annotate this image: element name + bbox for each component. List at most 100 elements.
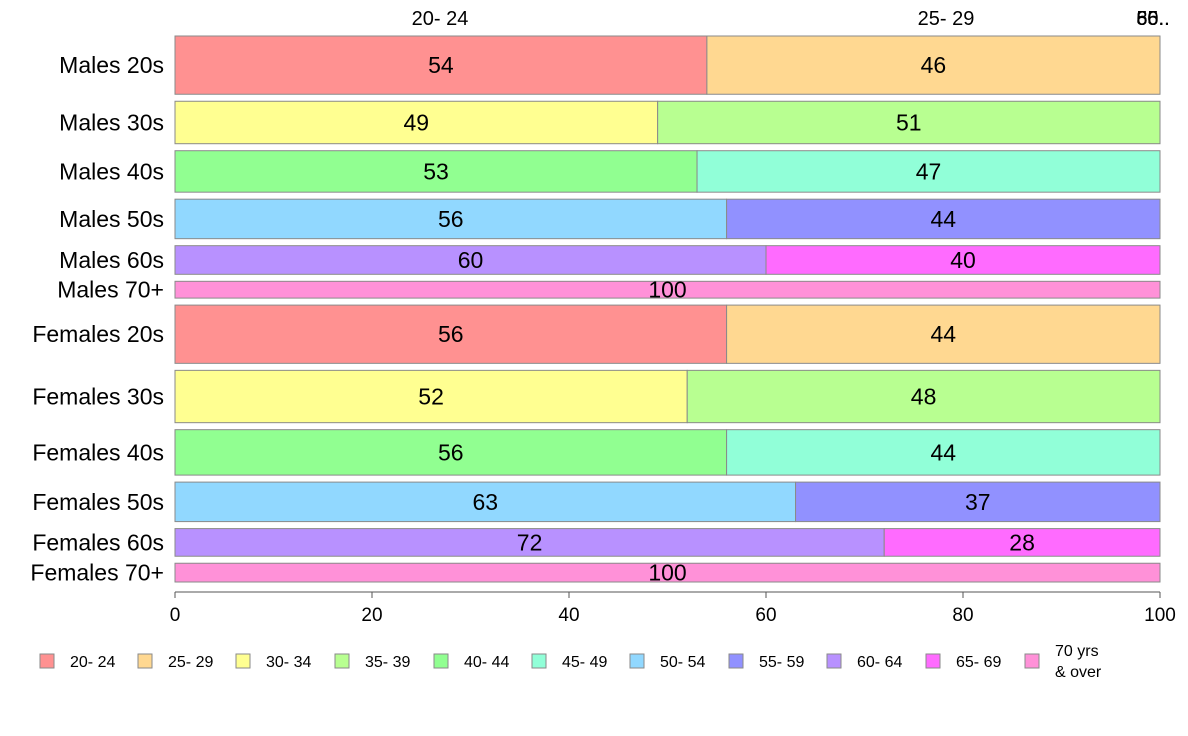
legend-swatch: [531, 653, 547, 669]
legend-item: 50- 54: [629, 653, 705, 671]
legend-label: 65- 69: [956, 654, 1001, 671]
bar-segment: [174, 481, 797, 523]
data-label: 47: [916, 158, 942, 184]
data-label: 46: [921, 52, 947, 78]
row-label: Females 60s: [32, 529, 164, 555]
data-label: 40: [950, 247, 976, 273]
bar-row: Females 40s 56 44: [32, 429, 1161, 476]
data-label: 28: [1009, 529, 1035, 555]
legend-label: 60- 64: [857, 654, 902, 671]
bar-segment: [706, 35, 1161, 95]
bar-row: Males 30s 49 51: [59, 100, 1161, 145]
bar-segment: [174, 528, 885, 557]
legend-item: 20- 24: [39, 653, 115, 671]
legend-label: 70 yrs: [1055, 643, 1099, 660]
legend-item: 45- 49: [531, 653, 607, 671]
legend-swatch: [728, 653, 744, 669]
x-tick-label: 100: [1144, 605, 1176, 626]
bar-segment: [726, 198, 1161, 240]
x-tick-label: 80: [952, 605, 973, 626]
row-label: Females 30s: [32, 384, 164, 410]
data-label: 100: [648, 560, 686, 586]
legend-swatch: [334, 653, 350, 669]
data-label: 37: [965, 489, 991, 515]
data-label: 60: [458, 247, 484, 273]
legend-item: 55- 59: [728, 653, 804, 671]
bar-segment: [726, 429, 1161, 476]
top-category-label: 20- 24: [412, 8, 469, 30]
data-label: 49: [404, 109, 430, 135]
bar-segment: [726, 304, 1161, 364]
data-label: 100: [648, 277, 686, 303]
legend-swatch: [1024, 653, 1040, 669]
data-label: 72: [517, 529, 543, 555]
bar-segment: [765, 245, 1161, 275]
legend-label: 25- 29: [168, 654, 213, 671]
legend-label: 30- 34: [266, 654, 311, 671]
bar-row: Males 20s 54 46: [59, 35, 1161, 95]
bar-row: Males 60s 60 40: [59, 245, 1161, 275]
legend-label: 55- 59: [759, 654, 804, 671]
top-category-label: 25- 29: [918, 8, 975, 30]
data-label: 56: [438, 439, 464, 465]
bar-row: Females 30s 52 48: [32, 369, 1161, 424]
data-label: 63: [472, 489, 498, 515]
legend-label: 20- 24: [70, 654, 115, 671]
legend-item: 35- 39: [334, 653, 410, 671]
row-label: Females 40s: [32, 439, 164, 465]
bar-segment: [174, 35, 708, 95]
data-label: 56: [438, 206, 464, 232]
row-label: Females 50s: [32, 489, 164, 515]
legend-item: 40- 44: [433, 653, 509, 671]
bar-segment: [174, 562, 1161, 583]
data-label: 44: [931, 439, 957, 465]
row-label: Males 50s: [59, 206, 164, 232]
data-label: 54: [428, 52, 454, 78]
bar-row: Females 70+ 100: [30, 560, 1161, 586]
top-category-label: 80..: [1136, 8, 1169, 30]
top-category-label: 66..: [1136, 8, 1169, 30]
legend-swatch: [235, 653, 251, 669]
legend-item: 60- 64: [826, 653, 902, 671]
data-label: 56: [438, 321, 464, 347]
bar-segment: [174, 369, 688, 424]
legend-swatch: [629, 653, 645, 669]
bar-segment: [696, 150, 1161, 193]
x-tick-label: 40: [558, 605, 579, 626]
legend-label: 45- 49: [562, 654, 607, 671]
bar-segment: [174, 245, 767, 275]
bar-segment: [883, 528, 1161, 557]
x-tick-label: 60: [755, 605, 776, 626]
row-label: Males 40s: [59, 158, 164, 184]
bar-row: Females 60s 72 28: [32, 528, 1161, 557]
bar-segment: [174, 150, 698, 193]
row-label: Males 60s: [59, 247, 164, 273]
bar-segment: [174, 429, 728, 476]
bar-row: Females 20s 56 44: [32, 304, 1161, 364]
bar-segment: [686, 369, 1161, 424]
data-label: 44: [931, 321, 957, 347]
data-label: 44: [931, 206, 957, 232]
x-tick-label: 20: [361, 605, 382, 626]
bar-row: Males 70+ 100: [57, 277, 1161, 303]
data-label: 53: [423, 158, 449, 184]
legend-label: 35- 39: [365, 654, 410, 671]
row-label: Females 70+: [30, 560, 164, 586]
legend-label: 40- 44: [464, 654, 509, 671]
row-label: Females 20s: [32, 321, 164, 347]
legend-item: 65- 69: [925, 653, 1001, 671]
row-label: Males 70+: [57, 277, 164, 303]
bar-segment: [795, 481, 1161, 523]
bar-segment: [174, 280, 1161, 299]
bar-segment: [174, 198, 728, 240]
row-label: Males 20s: [59, 52, 164, 78]
x-tick-label: 0: [170, 605, 181, 626]
legend-item: 70 yrs & over: [1024, 643, 1102, 681]
bar-segment: [174, 304, 728, 364]
bar-row: Males 50s 56 44: [59, 198, 1161, 240]
legend-swatch: [39, 653, 55, 669]
legend-item: 25- 29: [137, 653, 213, 671]
legend-swatch: [826, 653, 842, 669]
